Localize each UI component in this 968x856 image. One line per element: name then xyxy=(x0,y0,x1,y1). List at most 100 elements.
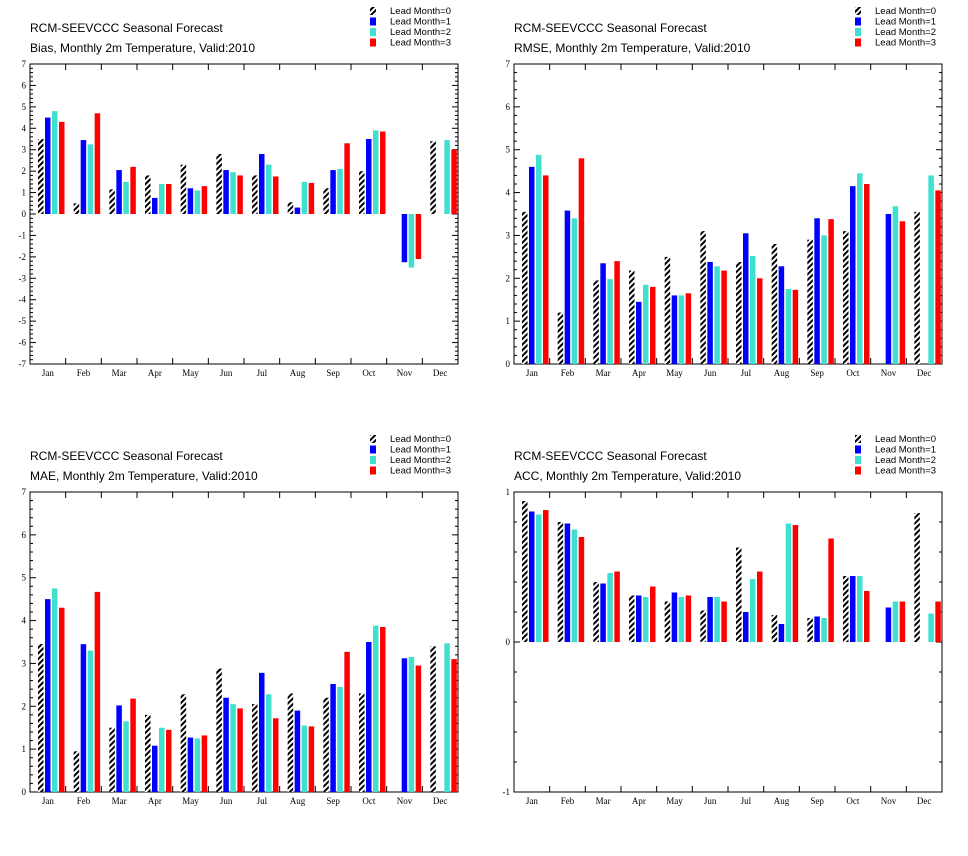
bar-feb-lead0 xyxy=(73,203,80,214)
bar-mar-lead0 xyxy=(109,727,115,792)
bar-jun-lead3 xyxy=(237,708,243,792)
legend-label-3: Lead Month=3 xyxy=(875,38,936,49)
y-tick-label: 6 xyxy=(22,530,27,540)
x-tick-label: Mar xyxy=(596,368,611,378)
bar-nov-lead2 xyxy=(892,206,899,364)
bar-jul-lead3 xyxy=(273,718,279,792)
bar-may-lead0 xyxy=(664,601,671,642)
bar-dec-lead0 xyxy=(430,646,436,792)
x-tick-label: Mar xyxy=(112,796,127,806)
legend-swatch-2 xyxy=(855,456,861,464)
bar-feb-lead2 xyxy=(87,650,94,792)
legend-label-0: Lead Month=0 xyxy=(875,6,936,17)
bar-nov-lead3 xyxy=(899,221,906,364)
bar-may-lead2 xyxy=(194,738,201,792)
bar-may-lead3 xyxy=(685,293,692,364)
bar-may-lead3 xyxy=(201,735,208,792)
bar-mar-lead2 xyxy=(123,181,129,214)
legend-label-0: Lead Month=0 xyxy=(390,434,451,445)
chart-title: RCM-SEEVCCC Seasonal Forecast xyxy=(30,449,223,463)
bar-mar-lead0 xyxy=(593,582,599,642)
bar-feb-lead3 xyxy=(578,537,585,642)
x-tick-label: Apr xyxy=(632,368,646,378)
bar-jul-lead2 xyxy=(750,256,756,364)
bar-apr-lead1 xyxy=(152,197,158,214)
bar-apr-lead3 xyxy=(650,586,656,642)
bar-jan-lead1 xyxy=(45,599,51,792)
plot-frame xyxy=(513,491,943,793)
legend-swatch-0 xyxy=(370,7,376,15)
legend-label-1: Lead Month=1 xyxy=(875,445,936,456)
y-tick-label: 3 xyxy=(22,658,27,668)
x-tick-label: Oct xyxy=(846,368,859,378)
y-tick-label: 7 xyxy=(22,487,27,497)
bar-oct-lead3 xyxy=(380,131,386,214)
x-tick-label: Feb xyxy=(77,796,91,806)
bar-mar-lead0 xyxy=(593,280,599,364)
y-tick-label: 5 xyxy=(22,573,27,583)
bar-mar-lead1 xyxy=(116,170,122,214)
legend-swatch-0 xyxy=(370,435,376,443)
bar-oct-lead3 xyxy=(864,591,870,642)
y-tick-label: 4 xyxy=(22,123,27,133)
bar-apr-lead1 xyxy=(636,301,642,364)
bar-nov-lead3 xyxy=(415,665,422,792)
x-tick-label: Nov xyxy=(881,796,897,806)
bar-aug-lead2 xyxy=(301,725,308,792)
bar-jan-lead2 xyxy=(52,588,58,792)
bar-sep-lead3 xyxy=(828,219,834,364)
x-tick-label: Jun xyxy=(220,796,233,806)
bar-may-lead2 xyxy=(678,295,685,364)
bar-sep-lead1 xyxy=(814,616,820,642)
bar-may-lead0 xyxy=(664,256,671,364)
bar-oct-lead2 xyxy=(857,173,863,364)
chart-subtitle: ACC, Monthly 2m Temperature, Valid:2010 xyxy=(514,469,741,483)
bar-jan-lead1 xyxy=(529,166,535,364)
bar-jun-lead2 xyxy=(714,266,720,364)
bar-feb-lead2 xyxy=(87,144,94,214)
x-tick-label: Jul xyxy=(257,796,268,806)
bar-oct-lead0 xyxy=(359,693,365,792)
bar-jan-lead0 xyxy=(522,501,528,642)
bar-may-lead0 xyxy=(180,694,187,792)
bar-feb-lead0 xyxy=(557,312,564,364)
bar-jul-lead2 xyxy=(266,694,272,792)
bar-aug-lead0 xyxy=(771,244,778,364)
bar-sep-lead2 xyxy=(337,687,343,792)
bar-oct-lead0 xyxy=(359,171,365,214)
x-tick-label: Nov xyxy=(397,796,413,806)
x-tick-label: Jan xyxy=(42,796,54,806)
x-tick-label: Dec xyxy=(433,368,448,378)
y-tick-label: 3 xyxy=(22,145,27,155)
bar-jul-lead0 xyxy=(736,262,742,364)
bar-nov-lead2 xyxy=(408,657,415,792)
x-tick-label: Mar xyxy=(112,368,127,378)
bar-dec-lead2 xyxy=(928,175,934,364)
x-tick-label: Jan xyxy=(42,368,54,378)
legend-swatch-1 xyxy=(855,17,861,26)
bar-feb-lead1 xyxy=(564,523,571,642)
bar-mar-lead1 xyxy=(116,705,122,792)
bar-nov-lead2 xyxy=(892,601,899,642)
legend-swatch-3 xyxy=(370,38,376,47)
y-tick-label: 7 xyxy=(506,59,511,69)
bar-sep-lead1 xyxy=(330,170,336,214)
x-tick-label: Aug xyxy=(774,368,790,378)
chart-subtitle: MAE, Monthly 2m Temperature, Valid:2010 xyxy=(30,469,258,483)
bar-aug-lead0 xyxy=(287,202,294,214)
x-tick-label: Jun xyxy=(704,796,717,806)
x-tick-label: May xyxy=(666,796,683,806)
bar-may-lead1 xyxy=(671,295,678,364)
chart-panel-1: RCM-SEEVCCC Seasonal Forecast Bias, Month… xyxy=(19,6,459,378)
legend-label-1: Lead Month=1 xyxy=(390,17,451,28)
chart-panel-2: RCM-SEEVCCC Seasonal Forecast RMSE, Month… xyxy=(506,6,943,378)
bar-sep-lead2 xyxy=(821,618,827,642)
bar-apr-lead1 xyxy=(636,595,642,642)
y-tick-label: -5 xyxy=(19,316,27,326)
x-tick-label: Aug xyxy=(774,796,790,806)
legend-swatch-2 xyxy=(855,28,861,36)
bar-may-lead2 xyxy=(194,190,201,214)
bar-apr-lead1 xyxy=(152,745,158,792)
legend-label-1: Lead Month=1 xyxy=(875,17,936,28)
bar-feb-lead0 xyxy=(557,522,564,642)
